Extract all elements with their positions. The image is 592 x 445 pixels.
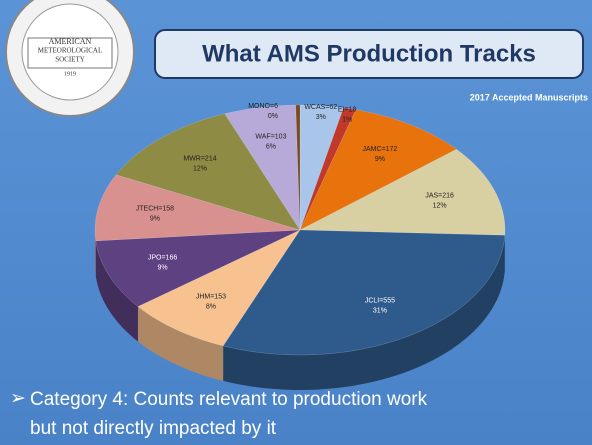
logo-text: SOCIETY: [55, 56, 85, 64]
chart-title: 2017 Accepted Manuscripts: [470, 92, 588, 102]
data-label: JCLI=555: [365, 298, 395, 305]
data-label: MWR=214: [183, 156, 216, 163]
logo: AMERICAN METEOROLOGICAL SOCIETY 1919: [5, 0, 135, 117]
logo-text: 1919: [64, 71, 76, 77]
data-label: WAF=103: [255, 134, 286, 141]
data-label: MONO=6: [248, 103, 278, 110]
title: What AMS Production Tracks: [202, 40, 536, 67]
slice-side: [137, 306, 224, 381]
slice: [137, 229, 301, 347]
percent-label: 12%: [433, 203, 447, 210]
bullet-text: but not directly impacted by it: [30, 418, 277, 439]
slice: [299, 109, 457, 231]
percent-label: 9%: [375, 156, 385, 163]
data-label: JAS=216: [425, 193, 454, 200]
slice: [115, 113, 301, 231]
data-label: JTECH=158: [136, 205, 174, 212]
percent-label: 9%: [150, 215, 160, 222]
percent-label: 8%: [206, 304, 216, 311]
slice: [94, 174, 301, 242]
slice: [224, 104, 301, 231]
slice: [95, 229, 301, 307]
bullet-mark: ➢: [10, 388, 26, 409]
slice: [299, 148, 506, 236]
percent-label: 0%: [268, 113, 278, 120]
logo-banner: [27, 37, 113, 69]
percent-label: 9%: [157, 265, 167, 272]
pie: WCAS=62 3% EI=18 1% JAMC=172 9% JAS=216 12% JCLI…: [94, 103, 506, 390]
data-label: JPO=166: [148, 255, 177, 262]
data-label: JHM=153: [196, 294, 226, 301]
slice: [299, 104, 344, 231]
slice: [295, 104, 301, 231]
percent-label: 31%: [373, 308, 387, 315]
percent-label: 1%: [342, 117, 352, 124]
data-label: EI=18: [338, 107, 357, 114]
slice: [299, 107, 357, 231]
slice-side: [95, 230, 96, 276]
bullet-text: Category 4: Counts relevant to productio…: [30, 389, 428, 410]
logo-text: AMERICAN: [49, 37, 92, 46]
percent-label: 6%: [266, 144, 276, 151]
percent-label: 12%: [193, 166, 207, 173]
slice: [222, 229, 506, 356]
slice-side: [223, 235, 505, 390]
title-box: [154, 29, 584, 79]
data-label: WCAS=62: [304, 104, 337, 111]
slice-side: [95, 240, 138, 342]
data-label: JAMC=172: [363, 146, 398, 153]
percent-label: 3%: [316, 114, 326, 121]
logo-text: METEOROLOGICAL: [38, 47, 103, 55]
